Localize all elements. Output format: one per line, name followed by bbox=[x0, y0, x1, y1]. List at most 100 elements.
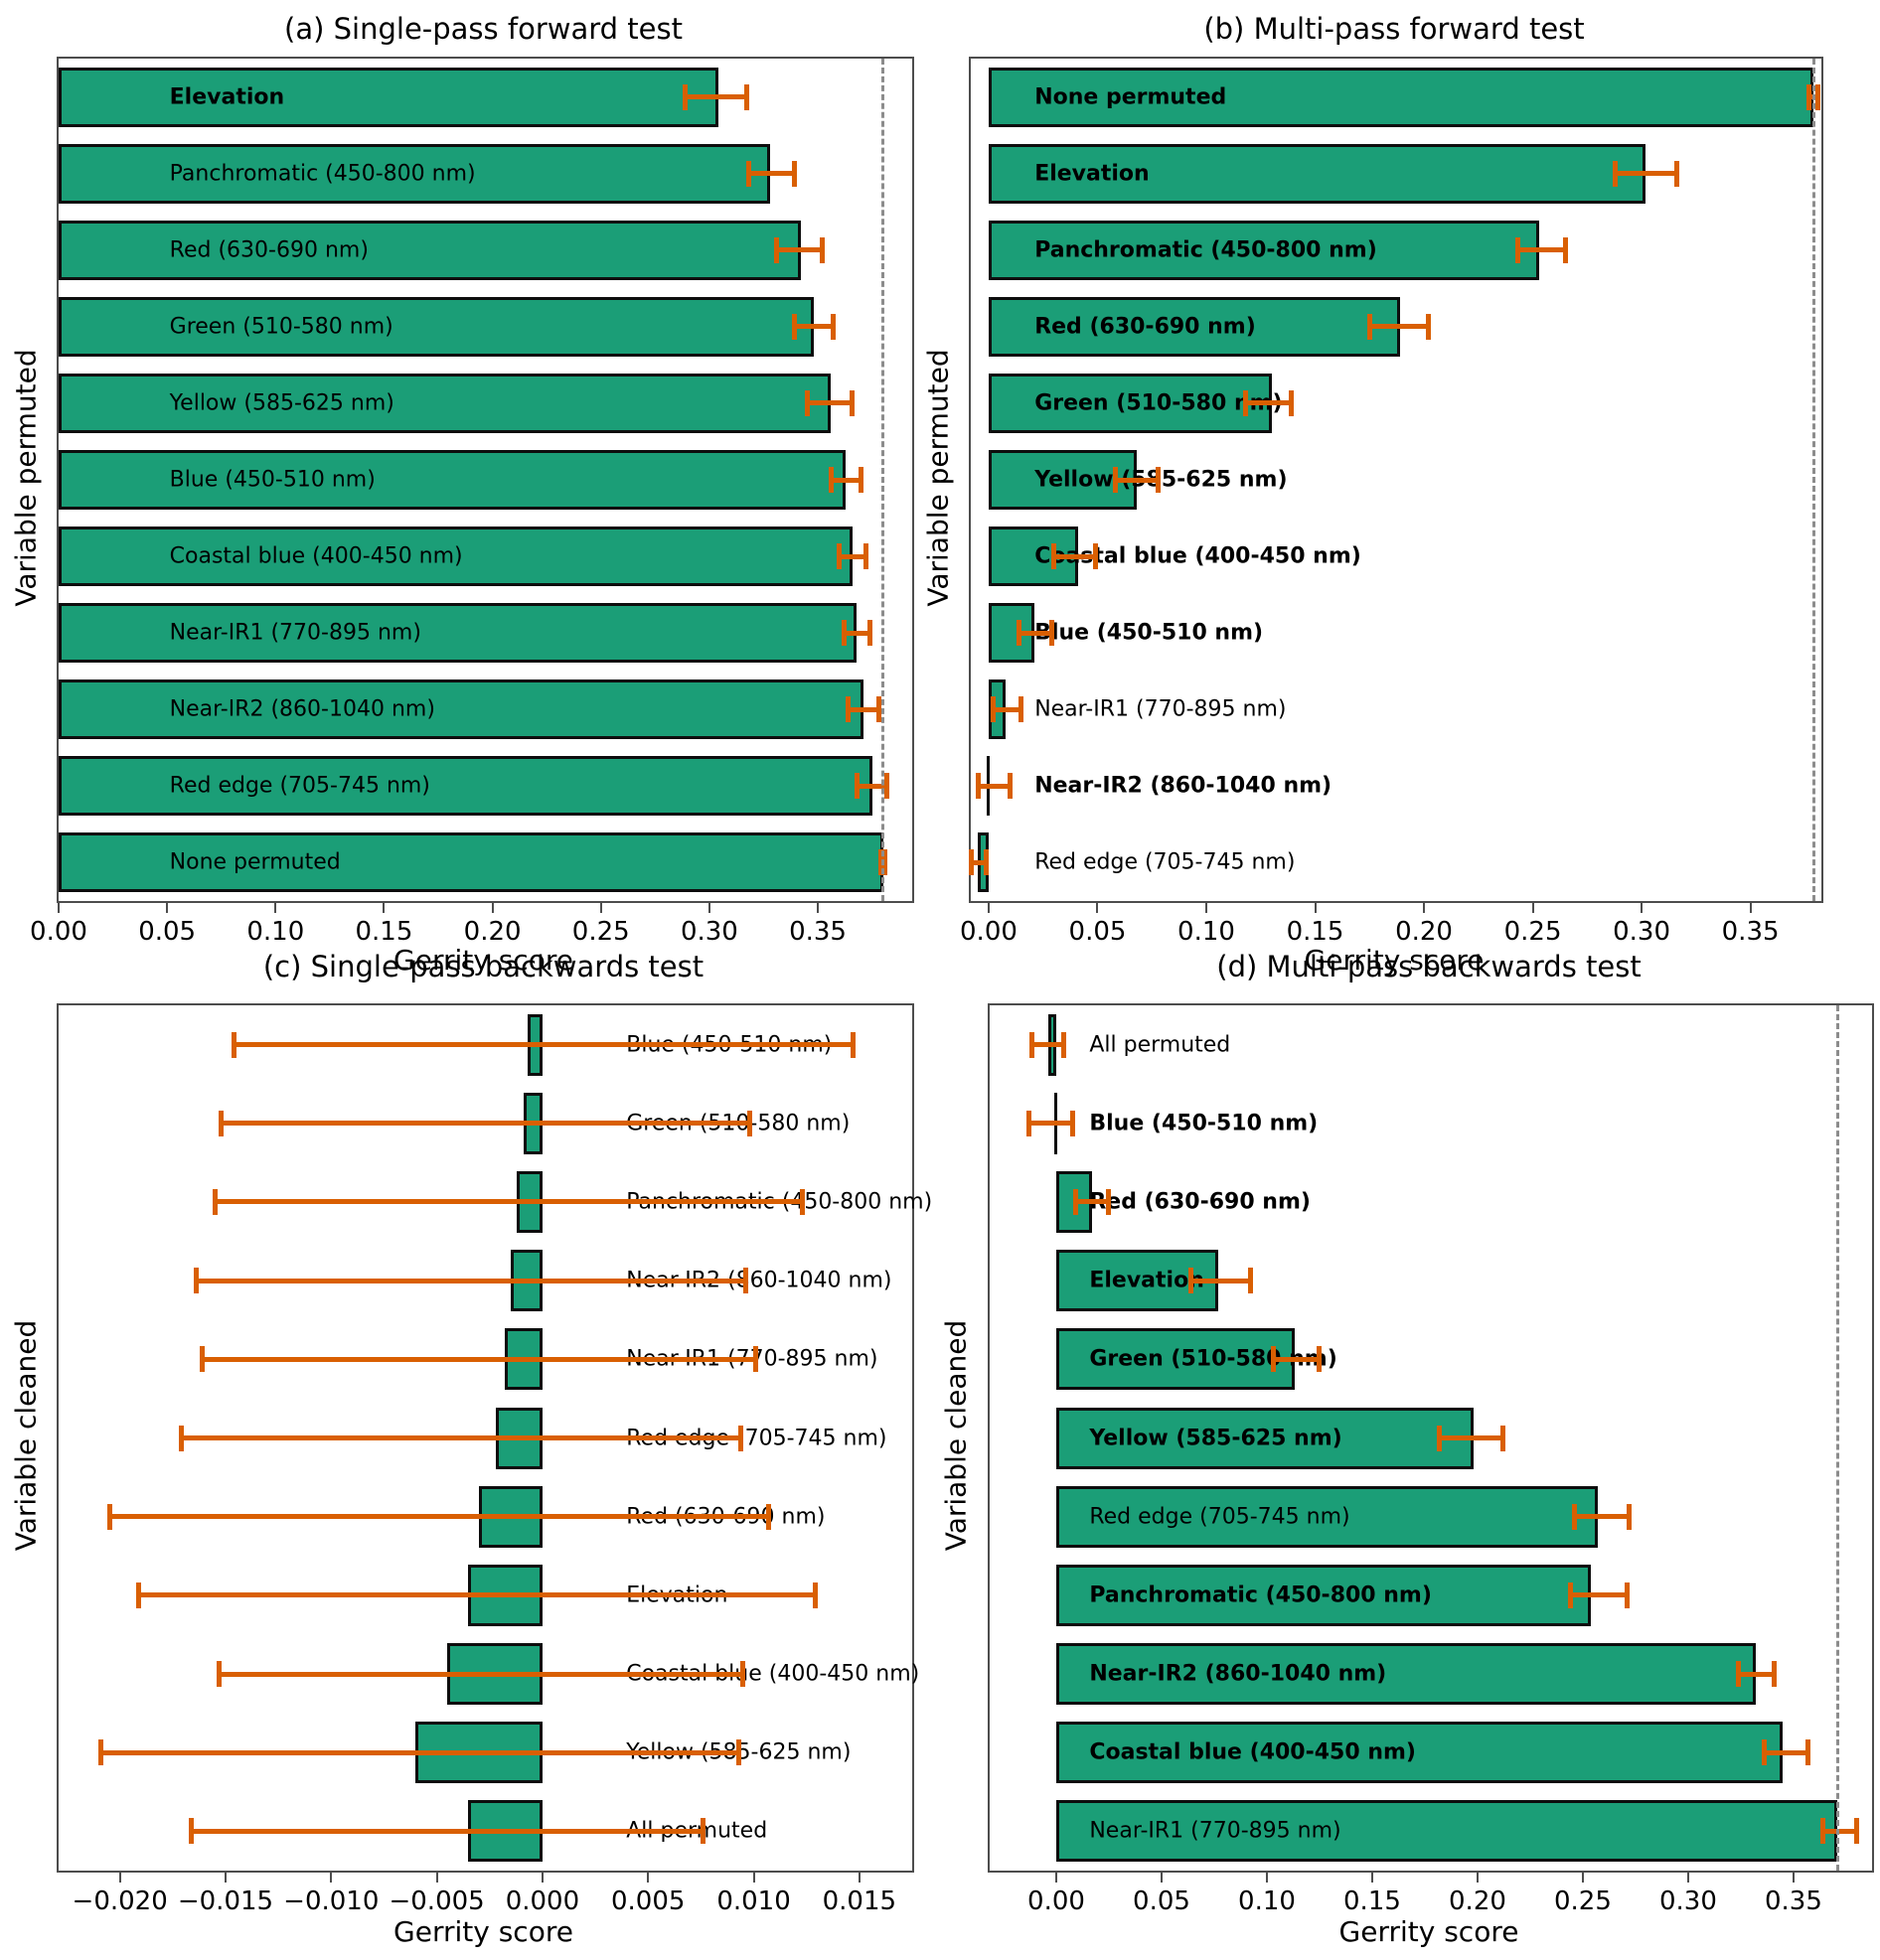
error-bar-cap bbox=[1437, 1425, 1443, 1451]
bar-label: Elevation bbox=[1089, 1268, 1204, 1293]
bar-label: Green (510-580 nm) bbox=[1034, 390, 1283, 416]
panel-a-title: (a) Single-pass forward test bbox=[284, 12, 683, 46]
x-tick-label: 0.10 bbox=[246, 917, 305, 947]
error-bar-cap bbox=[1017, 620, 1022, 647]
panel-c-xlabel: Gerrity score bbox=[393, 1915, 573, 1948]
panel-b-plot-area: None permuted Elevation Panchromatic (450-… bbox=[968, 57, 1823, 903]
x-axis-tick bbox=[274, 903, 277, 913]
error-bar-cap bbox=[736, 1739, 742, 1766]
x-tick-label: 0.35 bbox=[789, 917, 847, 947]
bar-label: Red (630-690 nm) bbox=[1089, 1189, 1311, 1215]
error-bar-cap bbox=[740, 1661, 746, 1688]
error-bar-cap bbox=[1814, 83, 1820, 110]
panel-a-xlabel: Gerrity score bbox=[393, 944, 573, 977]
error-bar-line bbox=[138, 1592, 816, 1598]
bar bbox=[988, 220, 1540, 280]
bar-label: Coastal blue (400-450 nm) bbox=[169, 543, 463, 569]
error-bar-line bbox=[848, 706, 879, 712]
error-bar-line bbox=[1115, 477, 1159, 483]
bar-label: Near-IR1 (770-895 nm) bbox=[1034, 696, 1287, 722]
error-bar-cap bbox=[828, 467, 834, 493]
error-bar-cap bbox=[1106, 1188, 1112, 1215]
bar-label: Elevation bbox=[1034, 161, 1150, 187]
bar-label: Elevation bbox=[169, 84, 285, 110]
bar bbox=[1055, 1328, 1295, 1391]
x-tick-label: 0.35 bbox=[1764, 1886, 1822, 1916]
error-bar-cap bbox=[746, 1110, 752, 1136]
x-axis-tick bbox=[1792, 1873, 1795, 1883]
error-bar-cap bbox=[968, 849, 974, 876]
error-bar-cap bbox=[984, 849, 990, 876]
error-bar-cap bbox=[219, 1110, 225, 1136]
error-bar-cap bbox=[830, 313, 836, 340]
error-bar-line bbox=[191, 1828, 704, 1834]
x-tick-label: 0.00 bbox=[960, 917, 1018, 947]
error-bar-cap bbox=[765, 1503, 771, 1530]
bar-label: All permuted bbox=[1089, 1032, 1231, 1058]
x-tick-label: 0.10 bbox=[1238, 1886, 1296, 1916]
error-bar-cap bbox=[1499, 1425, 1505, 1451]
x-tick-label: 0.015 bbox=[822, 1886, 897, 1916]
error-bar-line bbox=[1615, 171, 1677, 177]
bar bbox=[59, 527, 853, 587]
error-bar-line bbox=[831, 477, 862, 483]
error-bar-cap bbox=[884, 773, 890, 800]
error-bar-cap bbox=[877, 849, 883, 876]
error-bar-cap bbox=[200, 1346, 206, 1373]
x-axis-tick bbox=[752, 1873, 755, 1883]
x-tick-label: 0.00 bbox=[30, 917, 87, 947]
error-bar-cap bbox=[1008, 773, 1014, 800]
error-bar-line bbox=[196, 1278, 746, 1283]
error-bar-cap bbox=[791, 313, 797, 340]
error-bar-cap bbox=[1571, 1503, 1577, 1530]
x-axis-tick bbox=[1370, 1873, 1373, 1883]
bar-label: Yellow (585-625 nm) bbox=[1089, 1426, 1342, 1450]
error-bar-cap bbox=[683, 83, 689, 110]
error-bar-cap bbox=[862, 543, 868, 570]
bar bbox=[988, 143, 1646, 204]
error-bar-cap bbox=[812, 1582, 818, 1608]
bar-label: Near-IR2 (860-1040 nm) bbox=[169, 696, 435, 722]
dashed-reference-line bbox=[881, 59, 885, 901]
error-bar-line bbox=[1075, 1199, 1109, 1205]
error-bar-cap bbox=[98, 1739, 104, 1766]
x-axis-tick bbox=[166, 903, 169, 913]
error-bar-cap bbox=[742, 1268, 748, 1294]
x-tick-label: 0.05 bbox=[1068, 917, 1127, 947]
bar bbox=[988, 373, 1272, 433]
error-bar-cap bbox=[1092, 543, 1098, 570]
bar-label: Panchromatic (450-800 nm) bbox=[1089, 1583, 1432, 1608]
bar bbox=[1055, 1485, 1598, 1548]
error-bar-line bbox=[993, 706, 1021, 712]
error-bar-cap bbox=[819, 236, 825, 263]
x-axis-tick bbox=[599, 903, 602, 913]
x-tick-label: 0.15 bbox=[1343, 1886, 1401, 1916]
error-bar-line bbox=[776, 247, 823, 253]
x-axis-tick bbox=[987, 903, 990, 913]
bar-label: Near-IR2 (860-1040 nm) bbox=[1089, 1661, 1387, 1687]
error-bar-cap bbox=[1270, 1346, 1276, 1373]
bar-label: Panchromatic (450-800 nm) bbox=[1034, 237, 1377, 263]
bar bbox=[1055, 1722, 1784, 1784]
error-bar-line bbox=[794, 324, 834, 330]
error-bar-cap bbox=[212, 1188, 218, 1215]
error-bar-cap bbox=[1613, 160, 1619, 187]
x-axis-tick bbox=[1641, 903, 1644, 913]
bar bbox=[59, 450, 847, 510]
error-bar-line bbox=[1190, 1278, 1250, 1283]
error-bar-cap bbox=[841, 620, 847, 647]
error-bar-cap bbox=[1051, 543, 1057, 570]
bar bbox=[1055, 1564, 1592, 1626]
error-bar-cap bbox=[1514, 236, 1520, 263]
error-bar-line bbox=[685, 94, 746, 100]
error-bar-cap bbox=[1242, 389, 1248, 416]
error-bar-line bbox=[978, 783, 1011, 789]
bar bbox=[1055, 1407, 1474, 1469]
error-bar-cap bbox=[1061, 1031, 1067, 1058]
error-bar-cap bbox=[850, 1031, 856, 1058]
x-axis-tick bbox=[58, 903, 60, 913]
x-axis-tick bbox=[118, 1873, 121, 1883]
error-bar-cap bbox=[701, 1818, 705, 1845]
error-bar-cap bbox=[866, 620, 872, 647]
